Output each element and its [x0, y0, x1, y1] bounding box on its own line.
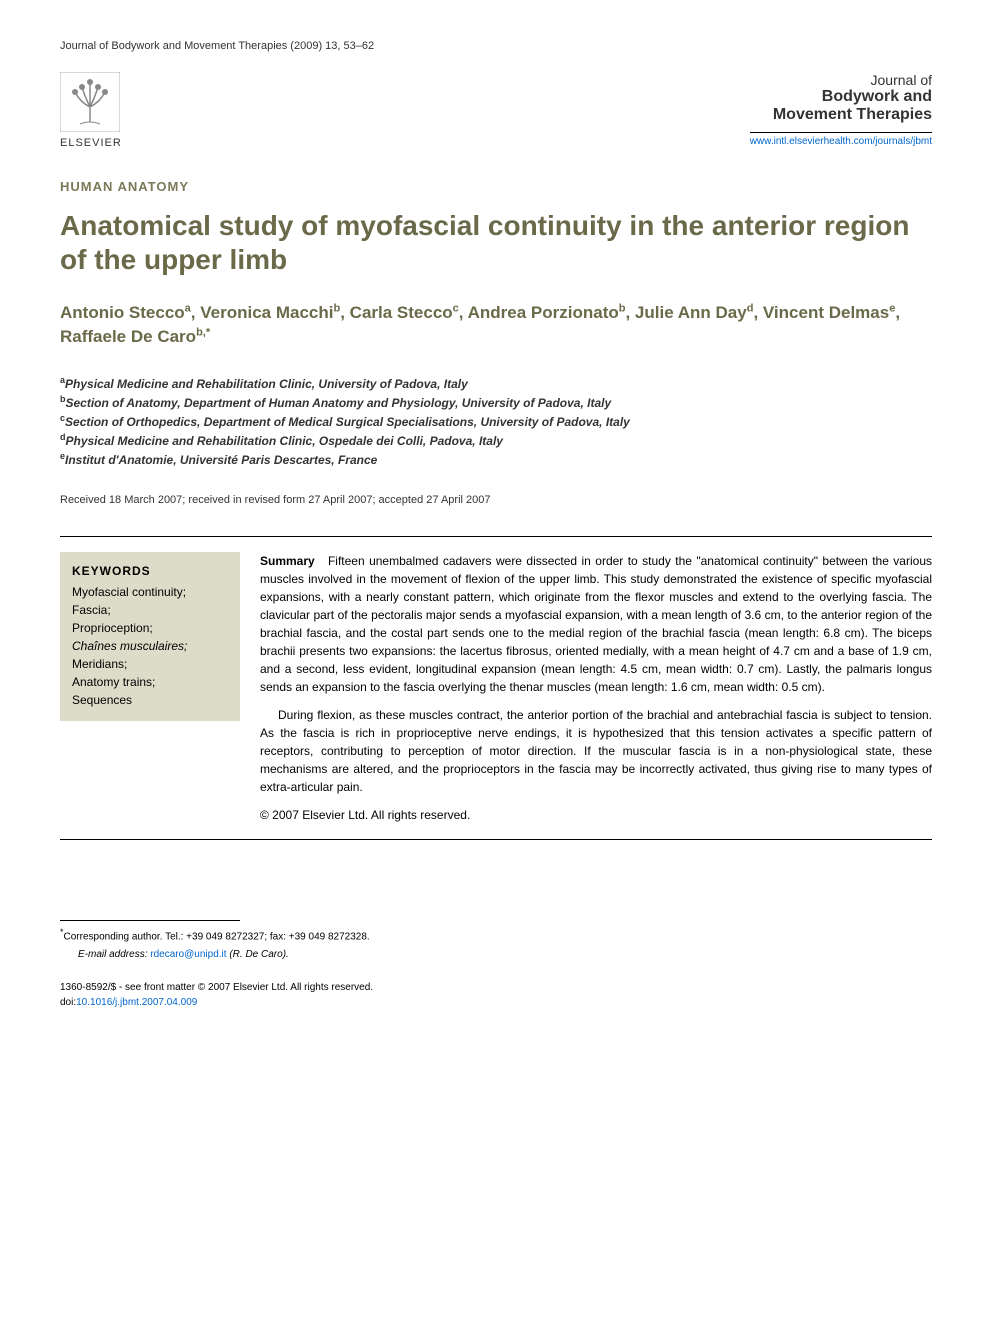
affiliation-item: cSection of Orthopedics, Department of M… [60, 412, 932, 431]
keywords-heading: KEYWORDS [72, 564, 228, 578]
affiliation-item: eInstitut d'Anatomie, Université Paris D… [60, 450, 932, 469]
summary-body-1: Fifteen unembalmed cadavers were dissect… [260, 554, 932, 694]
keywords-list: Myofascial continuity;Fascia;Propriocept… [72, 583, 228, 709]
article-dates: Received 18 March 2007; received in revi… [60, 494, 932, 506]
summary-para-2: During flexion, as these muscles contrac… [260, 706, 932, 796]
email-name: (R. De Caro). [229, 949, 288, 960]
corresponding-text: Corresponding author. Tel.: +39 049 8272… [64, 931, 370, 942]
journal-url-link[interactable]: www.intl.elsevierhealth.com/journals/jbm… [750, 132, 932, 147]
summary-text: Summary Fifteen unembalmed cadavers were… [260, 552, 932, 824]
summary-copyright: © 2007 Elsevier Ltd. All rights reserved… [260, 806, 932, 824]
journal-title-block: Journal of Bodywork and Movement Therapi… [750, 72, 932, 147]
email-link[interactable]: rdecaro@unipd.it [150, 949, 226, 960]
doi-label: doi: [60, 997, 76, 1008]
affiliation-item: dPhysical Medicine and Rehabilitation Cl… [60, 431, 932, 450]
summary-label: Summary [260, 554, 315, 568]
journal-title-3: Movement Therapies [750, 106, 932, 124]
keywords-box: KEYWORDS Myofascial continuity;Fascia;Pr… [60, 552, 240, 721]
authors-list: Antonio Steccoa, Veronica Macchib, Carla… [60, 301, 932, 349]
summary-para-1: Summary Fifteen unembalmed cadavers were… [260, 552, 932, 696]
journal-reference: Journal of Bodywork and Movement Therapi… [60, 40, 932, 52]
doi-line: doi:10.1016/j.jbmt.2007.04.009 [60, 995, 932, 1010]
issn-line: 1360-8592/$ - see front matter © 2007 El… [60, 980, 932, 995]
article-title: Anatomical study of myofascial continuit… [60, 209, 932, 276]
affiliation-item: aPhysical Medicine and Rehabilitation Cl… [60, 374, 932, 393]
abstract-container: KEYWORDS Myofascial continuity;Fascia;Pr… [60, 536, 932, 840]
publisher-name: ELSEVIER [60, 137, 122, 149]
affiliation-item: bSection of Anatomy, Department of Human… [60, 393, 932, 412]
footnote-divider [60, 920, 240, 921]
affiliations-list: aPhysical Medicine and Rehabilitation Cl… [60, 374, 932, 469]
journal-title-2: Bodywork and [750, 88, 932, 106]
elsevier-tree-icon [60, 72, 120, 132]
header-row: ELSEVIER Journal of Bodywork and Movemen… [60, 72, 932, 149]
footer-info: 1360-8592/$ - see front matter © 2007 El… [60, 980, 932, 1010]
corresponding-author: *Corresponding author. Tel.: +39 049 827… [60, 926, 932, 944]
publisher-block: ELSEVIER [60, 72, 122, 149]
email-label: E-mail address: [78, 949, 147, 960]
section-label: HUMAN ANATOMY [60, 179, 932, 194]
email-line: E-mail address: rdecaro@unipd.it (R. De … [78, 949, 932, 960]
journal-title-1: Journal of [750, 72, 932, 88]
doi-link[interactable]: 10.1016/j.jbmt.2007.04.009 [76, 997, 197, 1008]
